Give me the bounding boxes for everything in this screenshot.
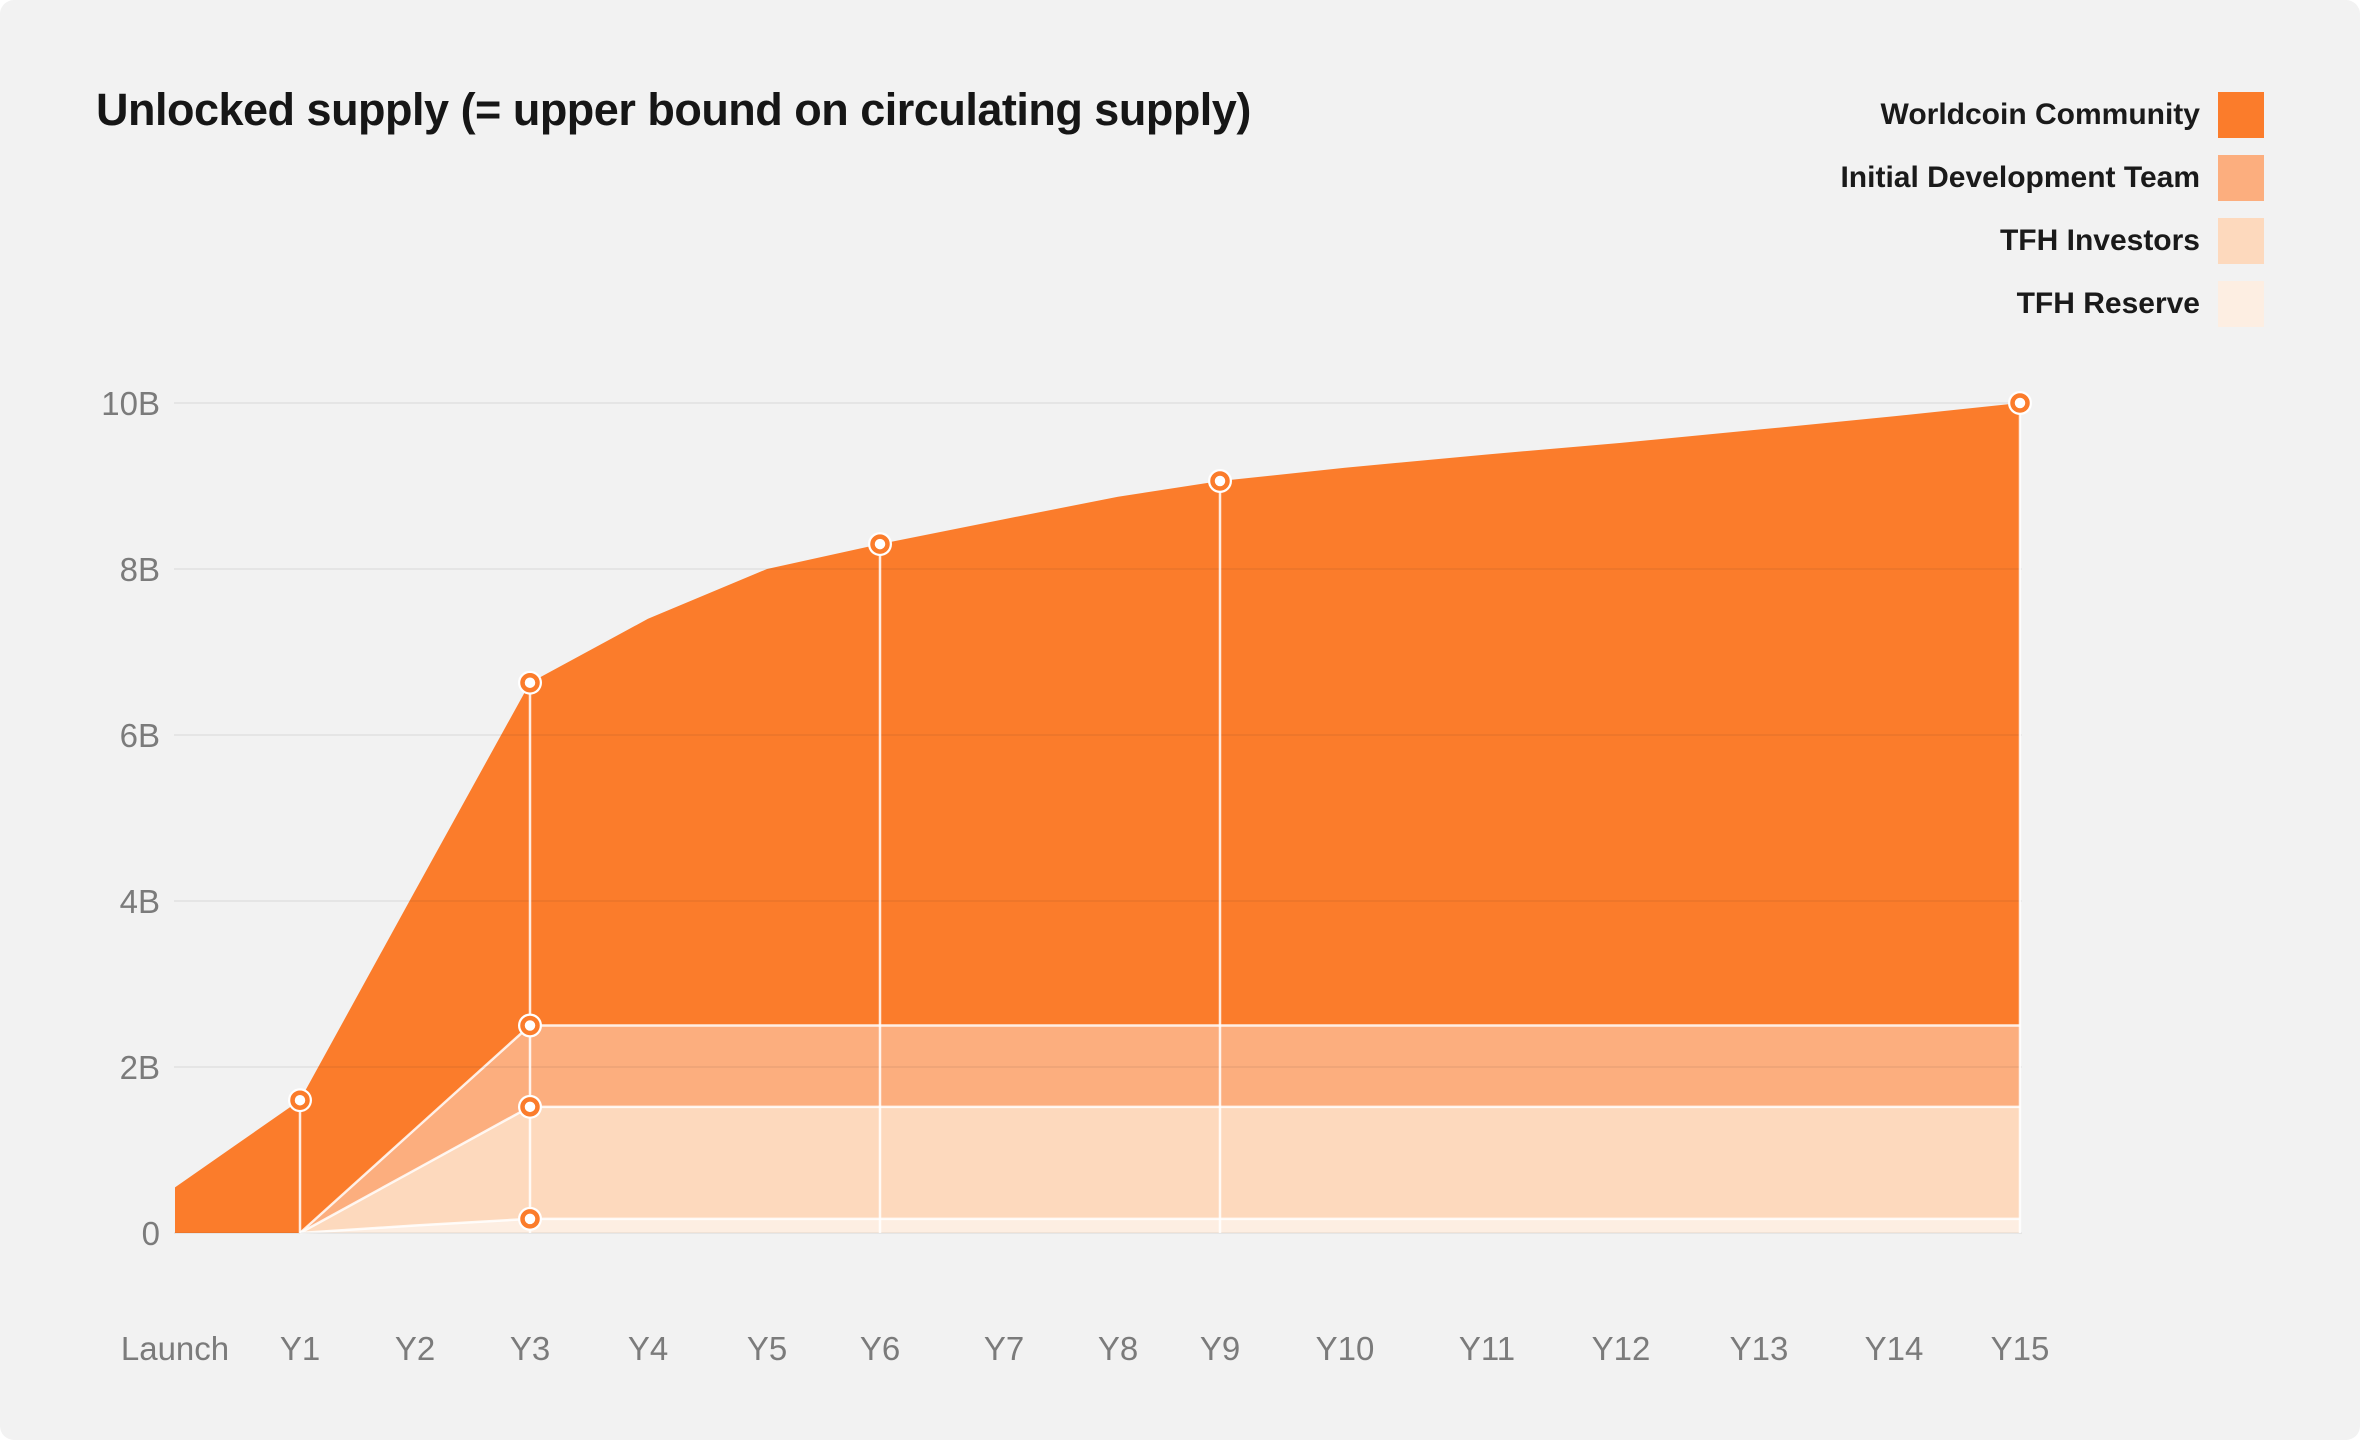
x-tick-label-y6: Y6 (860, 1330, 900, 1367)
marker-ring (870, 534, 890, 554)
x-tick-label-y10: Y10 (1316, 1330, 1375, 1367)
gridlines (174, 402, 2022, 1234)
data-point-marker[interactable] (518, 1094, 542, 1119)
marker-ring (520, 1015, 540, 1036)
band-separators (299, 1024, 2020, 1235)
x-tick-label-y14: Y14 (1865, 1330, 1924, 1367)
x-tick-label-y9: Y9 (1200, 1330, 1240, 1367)
x-tick-label-y8: Y8 (1098, 1330, 1138, 1367)
band-separator-line (299, 1024, 2020, 1234)
chart-title: Unlocked supply (= upper bound on circul… (96, 84, 1251, 135)
x-tick-label-y11: Y11 (1459, 1330, 1515, 1367)
data-point-marker[interactable] (518, 1013, 542, 1038)
area-tfh-investors[interactable] (175, 1106, 2020, 1233)
legend-item-tfh-investors[interactable]: TFH Investors (2000, 218, 2264, 264)
data-point-markers (288, 391, 2032, 1231)
marker-ring (520, 1209, 540, 1229)
x-tick-label-y5: Y5 (747, 1330, 787, 1367)
data-point-marker[interactable] (288, 1088, 312, 1113)
data-point-marker[interactable] (518, 670, 542, 695)
data-point-marker[interactable] (1208, 469, 1232, 494)
legend-label: TFH Investors (1999, 224, 2200, 257)
y-tick-label: 0 (142, 1215, 160, 1252)
legend-item-initial-development-team[interactable]: Initial Development Team (1840, 155, 2264, 201)
data-point-marker[interactable] (2008, 391, 2032, 415)
x-tick-label-y15: Y15 (1991, 1330, 2050, 1367)
marker-ring (2010, 393, 2030, 413)
legend-swatch (2218, 218, 2264, 264)
legend-item-tfh-reserve[interactable]: TFH Reserve (2017, 281, 2264, 327)
legend-label: Initial Development Team (1840, 161, 2200, 194)
x-tick-label-launch: Launch (121, 1330, 229, 1367)
band-separator-line (299, 1217, 2020, 1235)
band-separator-line (299, 1105, 2020, 1235)
x-axis-tick-labels: Launch Y1 Y2 Y3 Y4 Y5 Y6 Y7 Y8 Y9 Y10 Y11 Y12 Y13 Y14 Y… (121, 1330, 2049, 1367)
legend-swatch (2218, 155, 2264, 201)
x-tick-label-y12: Y12 (1592, 1330, 1651, 1367)
x-tick-label-y4: Y4 (628, 1330, 668, 1367)
x-tick-label-y13: Y13 (1730, 1330, 1789, 1367)
x-tick-label-y7: Y7 (984, 1330, 1024, 1367)
y-tick-label: 4B (120, 883, 160, 920)
legend-swatch (2218, 281, 2264, 327)
legend-label: Worldcoin Community (1880, 98, 2200, 131)
marker-guide-lines (298, 403, 2022, 1233)
marker-ring (520, 672, 540, 693)
data-point-marker[interactable] (518, 1206, 542, 1231)
y-tick-label: 2B (120, 1049, 160, 1086)
y-axis-tick-labels: 0 2B 4B 6B 8B 10B (101, 385, 160, 1252)
area-tfh-reserve[interactable] (175, 1218, 2020, 1233)
area-initial-development-team[interactable] (175, 1025, 2020, 1234)
chart-legend: Worldcoin Community Initial Development T… (1840, 92, 2264, 327)
x-tick-label-y2: Y2 (395, 1330, 435, 1367)
legend-item-worldcoin-community[interactable]: Worldcoin Community (1881, 92, 2264, 138)
legend-swatch (2218, 92, 2264, 138)
marker-ring (520, 1097, 540, 1117)
marker-ring (290, 1090, 310, 1110)
y-tick-label: 8B (120, 551, 160, 588)
y-tick-label: 6B (120, 717, 160, 754)
legend-label: TFH Reserve (2016, 287, 2200, 320)
x-tick-label-y3: Y3 (510, 1330, 550, 1367)
marker-ring (1210, 471, 1230, 491)
stacked-areas (175, 403, 2020, 1233)
data-point-marker[interactable] (868, 532, 892, 557)
y-tick-label: 10B (101, 385, 160, 422)
x-tick-label-y1: Y1 (280, 1330, 320, 1367)
